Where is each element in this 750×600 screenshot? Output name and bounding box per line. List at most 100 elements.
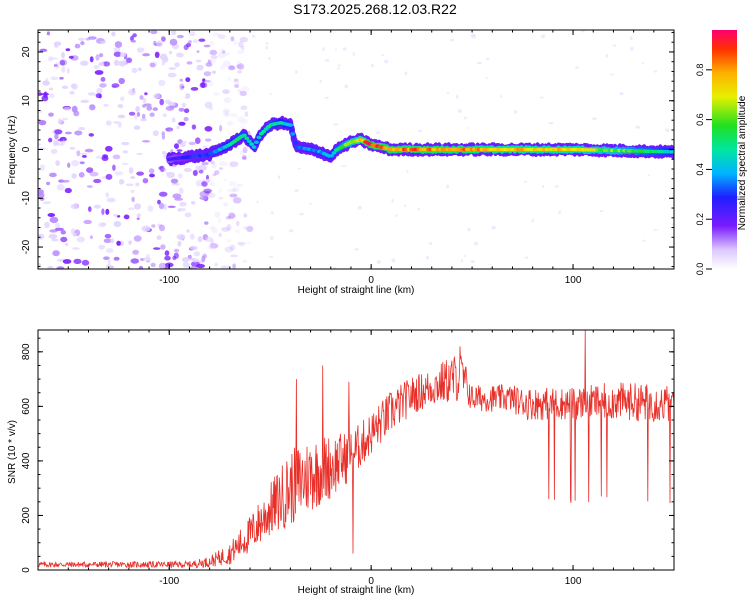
- noise-blob: [271, 211, 274, 215]
- y-tick-label: 400: [21, 452, 32, 469]
- noise-blob: [130, 40, 136, 43]
- noise-blob: [167, 205, 176, 208]
- noise-blob: [370, 63, 374, 68]
- y-tick-label: 0: [21, 146, 32, 152]
- noise-blob: [192, 258, 200, 263]
- noise-blob: [110, 238, 114, 244]
- y-tick-label: -20: [21, 239, 32, 254]
- noise-blob: [113, 221, 122, 228]
- noise-blob: [178, 107, 185, 112]
- noise-blob: [417, 129, 423, 132]
- noise-blob: [130, 189, 135, 194]
- snr-frame: [37, 329, 675, 571]
- noise-blob: [391, 258, 396, 263]
- noise-blob: [177, 240, 182, 247]
- snr-panel: -100 0 100 0 200 400 600 800 Height of straight…: [7, 329, 675, 596]
- snr-line: [38, 330, 674, 569]
- noise-blob: [82, 155, 87, 158]
- noise-blob: [297, 167, 301, 170]
- noise-blob: [164, 255, 171, 261]
- noise-blob: [46, 31, 51, 36]
- noise-blob: [429, 241, 433, 245]
- noise-blob: [177, 208, 182, 212]
- x-tick-label: 100: [565, 576, 582, 587]
- noise-blob: [470, 33, 476, 37]
- noise-blob: [71, 160, 80, 167]
- noise-blob: [240, 45, 245, 50]
- noise-blob: [229, 214, 238, 218]
- noise-blob: [57, 138, 64, 142]
- noise-blob: [78, 37, 85, 41]
- noise-blob: [68, 55, 74, 59]
- ridge-core: [290, 132, 296, 136]
- noise-blob: [630, 46, 634, 51]
- noise-blob: [158, 79, 166, 87]
- noise-blob: [112, 164, 116, 171]
- spectrogram-y-label: Frequency (Hz): [7, 116, 18, 185]
- noise-blob: [61, 85, 69, 90]
- noise-blob: [114, 171, 124, 176]
- ridge-core: [251, 145, 257, 149]
- noise-blob: [457, 109, 462, 113]
- noise-blob: [337, 64, 341, 67]
- noise-blob: [89, 171, 99, 177]
- noise-blob: [232, 197, 242, 204]
- noise-blob: [237, 115, 245, 123]
- noise-blob: [558, 210, 561, 215]
- noise-blob: [128, 111, 136, 116]
- noise-blob: [470, 260, 475, 264]
- noise-blob: [39, 48, 48, 52]
- noise-blob: [251, 34, 256, 38]
- ridge-core: [241, 133, 247, 138]
- noise-blob: [574, 66, 579, 69]
- noise-blob: [182, 262, 190, 268]
- noise-blob: [70, 83, 76, 89]
- noise-blob: [47, 265, 54, 269]
- noise-blob: [240, 118, 248, 125]
- noise-blob: [105, 173, 113, 180]
- noise-blob: [241, 86, 250, 93]
- noise-blob: [213, 91, 220, 96]
- noise-blob: [118, 179, 125, 185]
- noise-blob: [173, 248, 180, 253]
- noise-blob: [189, 233, 195, 240]
- noise-blob: [230, 254, 238, 258]
- noise-blob: [344, 84, 349, 89]
- y-tick-label: 0: [21, 567, 32, 573]
- noise-blob: [88, 36, 97, 40]
- noise-blob: [170, 178, 179, 184]
- noise-blob: [219, 48, 225, 54]
- noise-blob: [236, 220, 240, 227]
- noise-blob: [176, 125, 180, 130]
- noise-blob: [41, 95, 49, 102]
- noise-blob: [219, 125, 223, 132]
- noise-blob: [235, 64, 242, 69]
- noise-blob: [210, 58, 217, 64]
- ridge-core: [256, 135, 262, 140]
- noise-blob: [542, 185, 545, 188]
- noise-blob: [417, 207, 420, 211]
- noise-blob: [145, 254, 150, 260]
- noise-blob: [113, 51, 122, 57]
- noise-blob: [239, 90, 247, 97]
- noise-blob: [476, 61, 482, 65]
- noise-blob: [113, 59, 119, 67]
- noise-blob: [153, 40, 157, 46]
- noise-blob: [60, 236, 68, 243]
- noise-blob: [100, 76, 106, 82]
- noise-blob: [474, 241, 479, 246]
- noise-blob: [214, 262, 218, 267]
- noise-blob: [199, 82, 208, 89]
- noise-blob: [78, 172, 85, 178]
- noise-blob: [86, 167, 94, 174]
- y-tick-label: 800: [21, 343, 32, 360]
- noise-blob: [196, 263, 205, 269]
- noise-blob: [222, 108, 230, 114]
- noise-blob: [142, 97, 147, 104]
- noise-blob: [62, 259, 72, 264]
- noise-blob: [221, 227, 230, 232]
- noise-blob: [206, 178, 211, 183]
- noise-blob: [147, 205, 154, 212]
- noise-blob: [225, 216, 231, 220]
